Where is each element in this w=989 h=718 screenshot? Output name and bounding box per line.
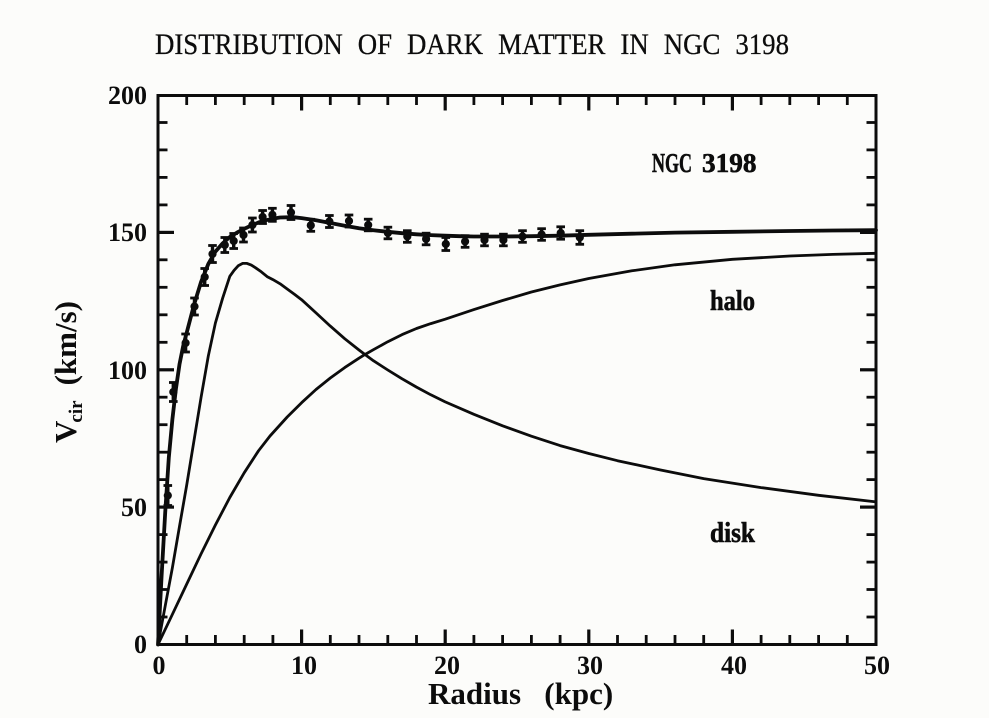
svg-text:50: 50: [121, 493, 147, 522]
svg-text:20: 20: [434, 651, 460, 680]
svg-text:3198: 3198: [702, 148, 757, 178]
svg-text:10: 10: [291, 651, 317, 680]
svg-text:Vcir(km/s): Vcir(km/s): [48, 301, 87, 443]
svg-text:30: 30: [577, 651, 603, 680]
svg-text:NGC: NGC: [652, 148, 692, 178]
svg-text:0: 0: [153, 651, 166, 680]
svg-text:DISTRIBUTION OF DARK MATTER IN: DISTRIBUTION OF DARK MATTER IN NGC 3198: [155, 28, 789, 61]
svg-text:150: 150: [108, 218, 147, 247]
svg-text:Radius (kpc): Radius (kpc): [428, 676, 613, 711]
svg-text:100: 100: [108, 356, 147, 385]
svg-text:200: 200: [108, 81, 147, 110]
svg-text:50: 50: [864, 651, 890, 680]
svg-text:0: 0: [134, 630, 147, 659]
svg-text:disk: disk: [710, 518, 755, 549]
svg-text:40: 40: [721, 651, 747, 680]
svg-text:halo: halo: [710, 286, 755, 317]
